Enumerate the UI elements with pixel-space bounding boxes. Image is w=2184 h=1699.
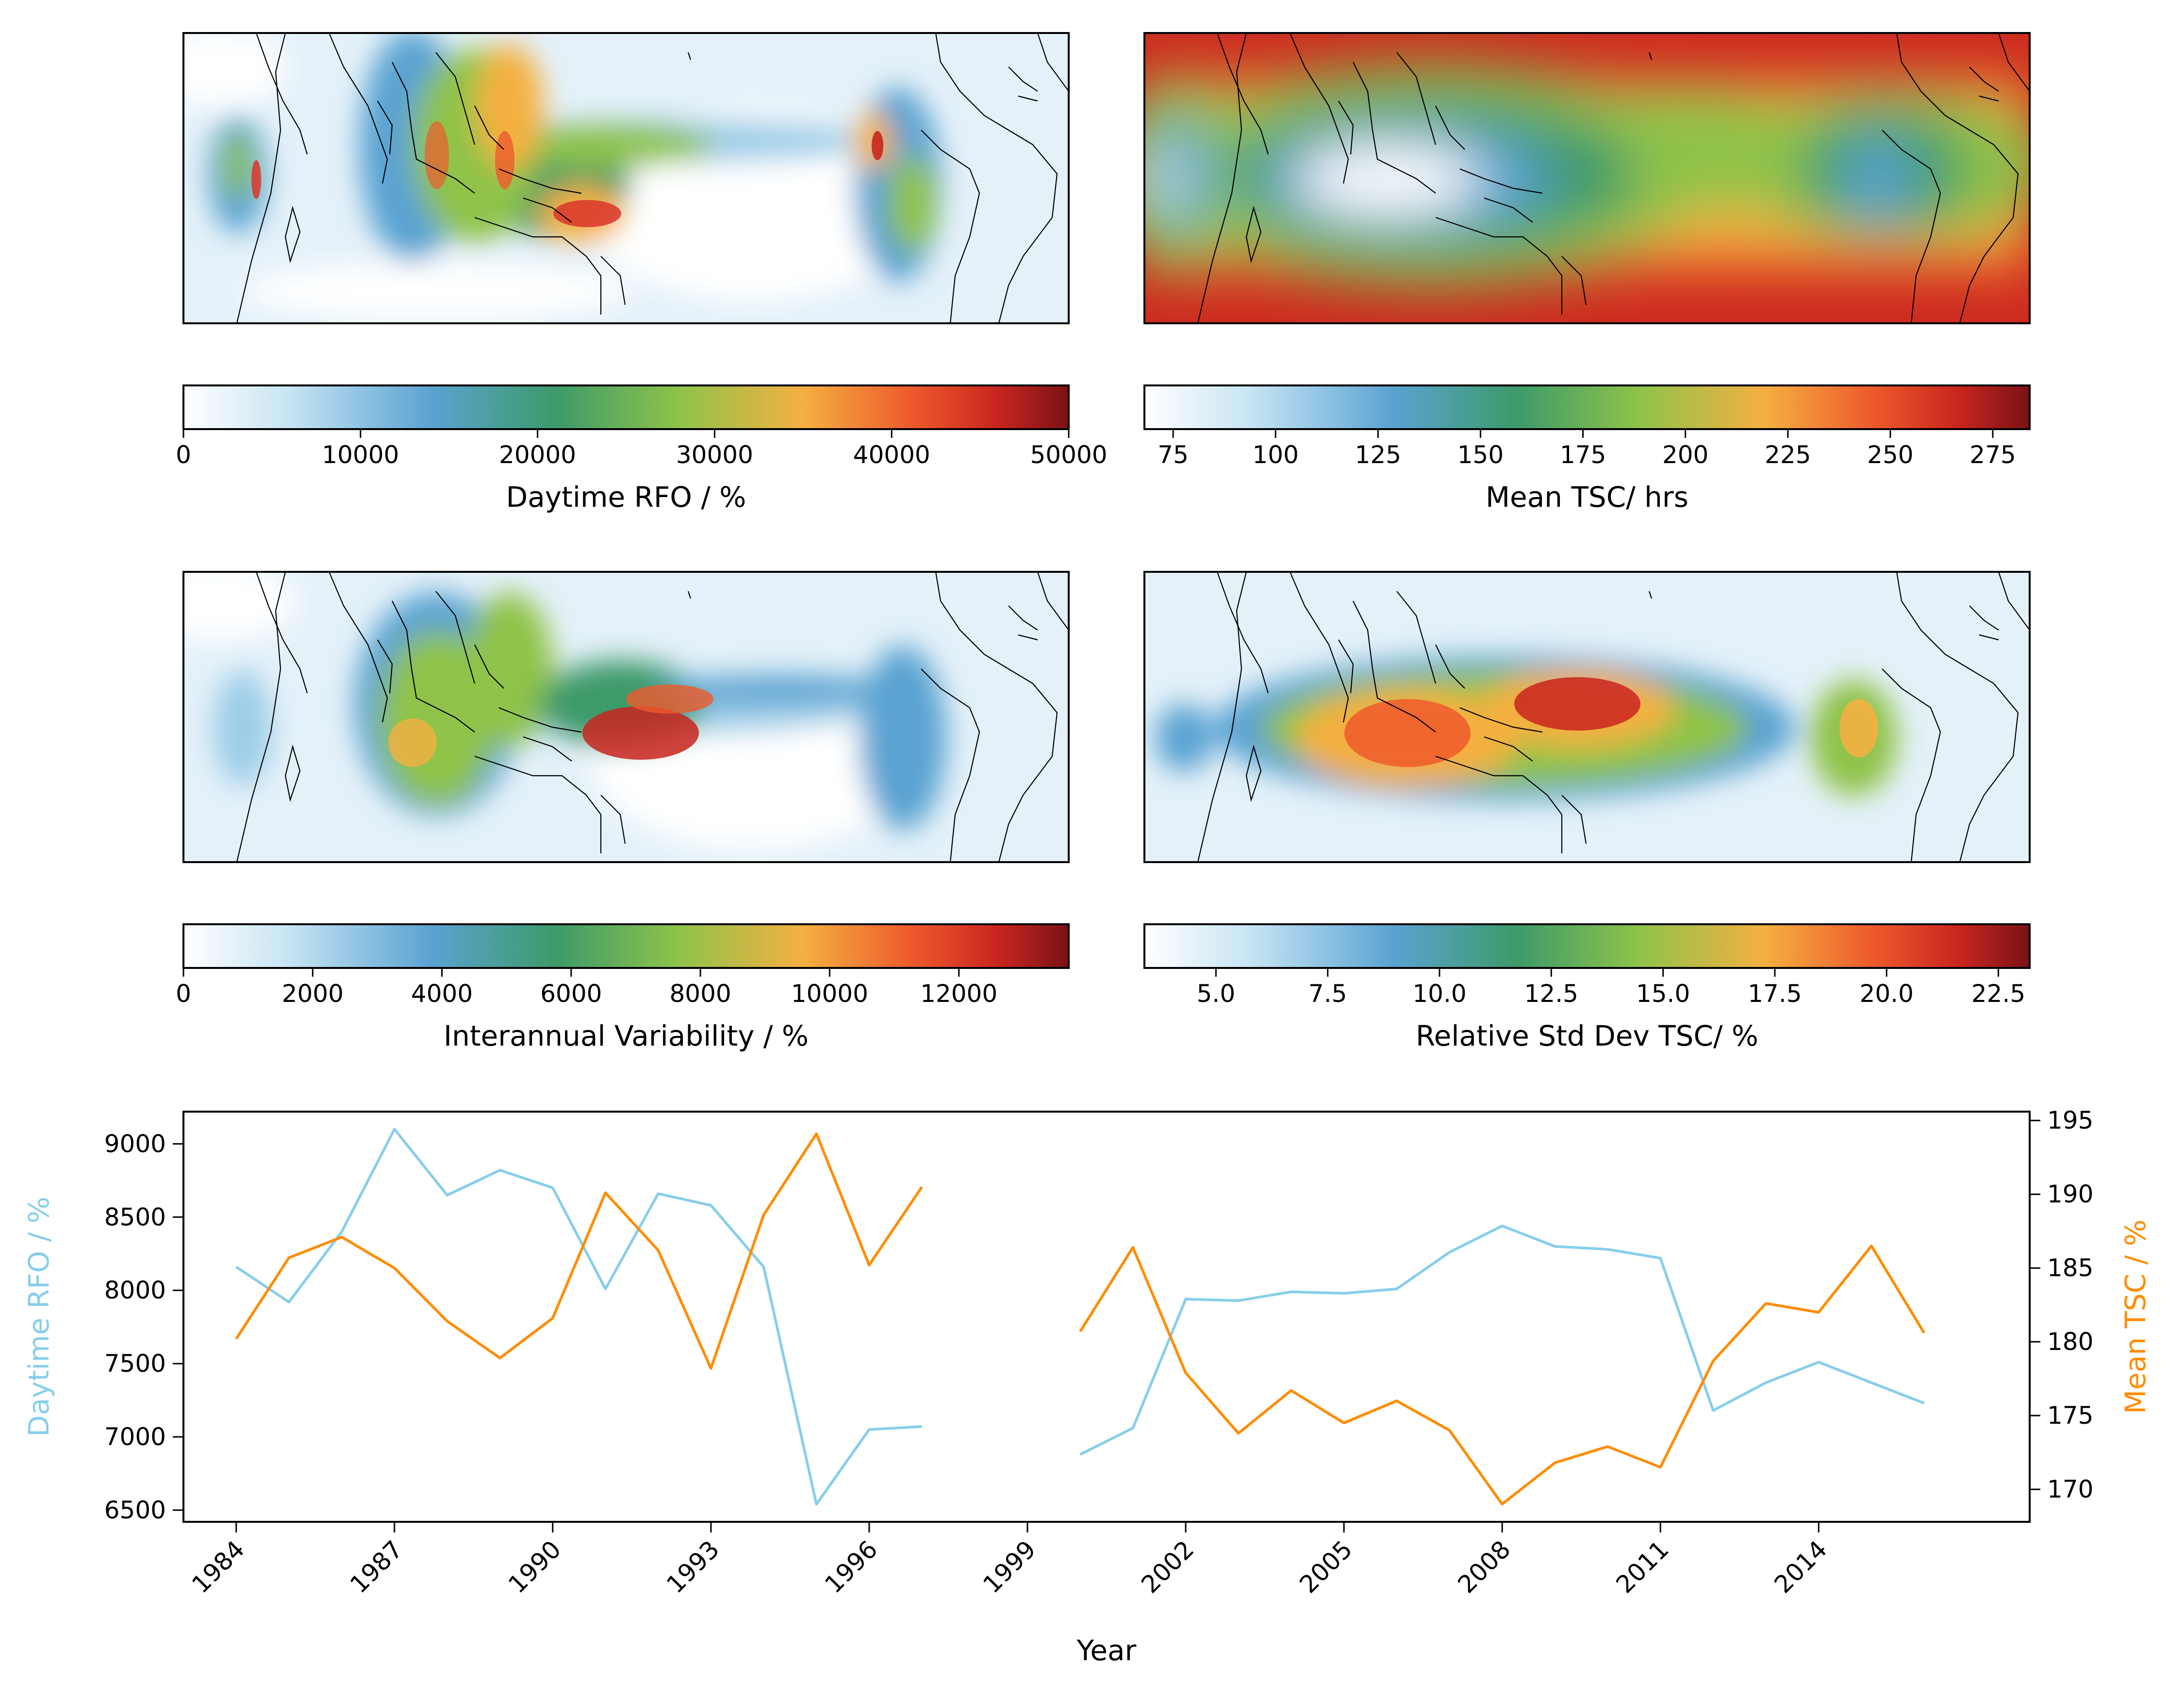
colorbar-tick-label: 40000: [853, 441, 930, 469]
x-tick-label: 2014: [1769, 1535, 1833, 1599]
x-tick-label: 1984: [186, 1535, 250, 1599]
colorbar-tick-label: 22.5: [1971, 980, 2025, 1008]
colorbar-map-iav: 0 2000 4000 6000 8000 10000 12000 Interannual V…: [176, 923, 1070, 1052]
colorbar-tick-label: 20000: [499, 441, 576, 469]
y-left-tick-label: 8500: [104, 1203, 166, 1231]
x-tick-label: 2002: [1136, 1535, 1200, 1599]
x-tick-label: 1999: [977, 1535, 1041, 1599]
y-right-tick-label: 190: [2047, 1180, 2093, 1208]
colorbar-gradient: [182, 384, 1070, 430]
colorbar-tick-label: 275: [1969, 441, 2016, 469]
colorbar-tick-label: 6000: [540, 980, 602, 1008]
map-panel-mean-tsc: [1143, 32, 2031, 324]
map-panel-interannual-variability: [182, 571, 1070, 863]
x-tick-label: 1993: [661, 1535, 725, 1599]
y-right-tick-label: 175: [2047, 1401, 2093, 1430]
x-tick-label: 1987: [345, 1535, 408, 1599]
colorbar-tick-label: 50000: [1030, 441, 1107, 469]
series-line-left: [1079, 1224, 1925, 1456]
series-line-left: [235, 1128, 922, 1506]
plot-frame: [182, 1111, 2031, 1523]
y-right-tick-label: 185: [2047, 1254, 2093, 1282]
series-line-right: [1079, 1244, 1925, 1506]
colorbar-label: Interannual Variability / %: [444, 1019, 809, 1052]
colorbar-tick-label: 0: [176, 441, 191, 469]
colorbar-gradient: [182, 923, 1070, 969]
map-panel-relative-std-dev-tsc: [1143, 571, 2031, 863]
colorbar-tick-label: 250: [1867, 441, 1913, 469]
colorbar-tick-label: 12.5: [1524, 980, 1578, 1008]
x-tick-label: 2005: [1294, 1535, 1358, 1599]
y-left-tick-label: 6500: [104, 1496, 166, 1524]
colorbar-tick-label: 4000: [411, 980, 473, 1008]
colorbar-tick-label: 75: [1158, 441, 1189, 469]
colorbar-tick-label: 10000: [322, 441, 399, 469]
colorbar-label: Relative Std Dev TSC/ %: [1416, 1019, 1758, 1052]
y-right-axis-label: Mean TSC / %: [2119, 1219, 2152, 1414]
colorbar-tick-label: 125: [1355, 441, 1401, 469]
colorbar-tick-label: 175: [1560, 441, 1606, 469]
colorbar-map-rfo: 0 10000 20000 30000 40000 50000 Daytime RFO / …: [176, 384, 1108, 514]
y-left-tick-label: 7000: [104, 1423, 166, 1451]
y-right-tick-label: 180: [2047, 1328, 2093, 1356]
colorbar-tick-label: 8000: [669, 980, 731, 1008]
x-tick-label: 1996: [819, 1535, 883, 1599]
colorbar-tick-label: 12000: [920, 980, 997, 1008]
x-tick-label: 2011: [1611, 1535, 1674, 1599]
colorbar-label: Daytime RFO / %: [506, 481, 746, 514]
colorbar-tick-label: 2000: [282, 980, 344, 1008]
y-right-tick-label: 195: [2047, 1106, 2093, 1134]
colorbar-tick-label: 200: [1662, 441, 1708, 469]
colorbar-tick-label: 7.5: [1308, 980, 1347, 1008]
colorbar-label: Mean TSC/ hrs: [1486, 481, 1688, 514]
colorbar-tick-label: 10.0: [1412, 980, 1466, 1008]
x-axis-label: Year: [1076, 1634, 1137, 1667]
map-panel-daytime-rfo: [182, 32, 1070, 324]
x-tick-label: 1990: [503, 1535, 566, 1599]
time-series-chart: 1984 1987 1990 1993 1996 1999 2002 2005 2008 2011…: [22, 1106, 2152, 1667]
colorbar-tick-label: 100: [1253, 441, 1299, 469]
x-tick-label: 2008: [1453, 1535, 1516, 1599]
colorbar-tick-label: 150: [1457, 441, 1504, 469]
colorbar-tick-label: 0: [176, 980, 191, 1008]
colorbar-tick-label: 10000: [791, 980, 868, 1008]
colorbar-tick-label: 5.0: [1197, 980, 1236, 1008]
colorbar-tick-label: 15.0: [1636, 980, 1690, 1008]
colorbar-gradient: [1143, 923, 2031, 969]
colorbar-gradient: [1143, 384, 2031, 430]
y-left-tick-label: 7500: [104, 1349, 166, 1378]
colorbar-tick-label: 17.5: [1748, 980, 1802, 1008]
y-left-axis-label: Daytime RFO / %: [22, 1197, 55, 1437]
colorbar-tick-label: 20.0: [1860, 980, 1914, 1008]
y-left-tick-label: 8000: [104, 1276, 166, 1304]
y-left-tick-label: 9000: [104, 1130, 166, 1158]
series-line-right: [235, 1132, 923, 1370]
colorbar-map-tsc: 75 100 125 150 175 200 225 250 275 Mean TSC/ hrs: [1143, 384, 2031, 514]
colorbar-map-rsd: 5.0 7.5 10.0 12.5 15.0 17.5 20.0 22.5 Relative S…: [1143, 923, 2031, 1052]
colorbar-tick-label: 225: [1765, 441, 1811, 469]
colorbar-tick-label: 30000: [676, 441, 753, 469]
y-right-tick-label: 170: [2047, 1475, 2093, 1503]
